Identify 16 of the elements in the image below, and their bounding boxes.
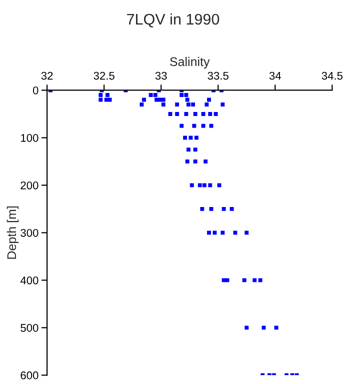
y-tick-label: 400 bbox=[20, 276, 38, 284]
x-tick-label: 34.5 bbox=[322, 72, 343, 80]
y-tick-label: 200 bbox=[20, 181, 38, 190]
x-tick-label: 33.5 bbox=[208, 72, 228, 80]
y-tick-label: 500 bbox=[20, 324, 38, 332]
x-tick-label: 34 bbox=[269, 72, 281, 80]
x-axis-title: Salinity bbox=[170, 56, 210, 69]
chart-title: 7LQV in 1990 bbox=[127, 13, 220, 28]
x-tick-label: 32.5 bbox=[94, 72, 114, 80]
y-tick-label: 0 bbox=[32, 86, 38, 94]
y-tick-label: 300 bbox=[20, 228, 38, 237]
y-tick-label: 600 bbox=[20, 371, 38, 380]
y-axis-title: Depth [m] bbox=[6, 206, 19, 259]
x-tick-label: 33 bbox=[155, 72, 167, 80]
y-tick-label: 100 bbox=[21, 134, 38, 142]
x-tick-label: 32 bbox=[41, 72, 53, 80]
